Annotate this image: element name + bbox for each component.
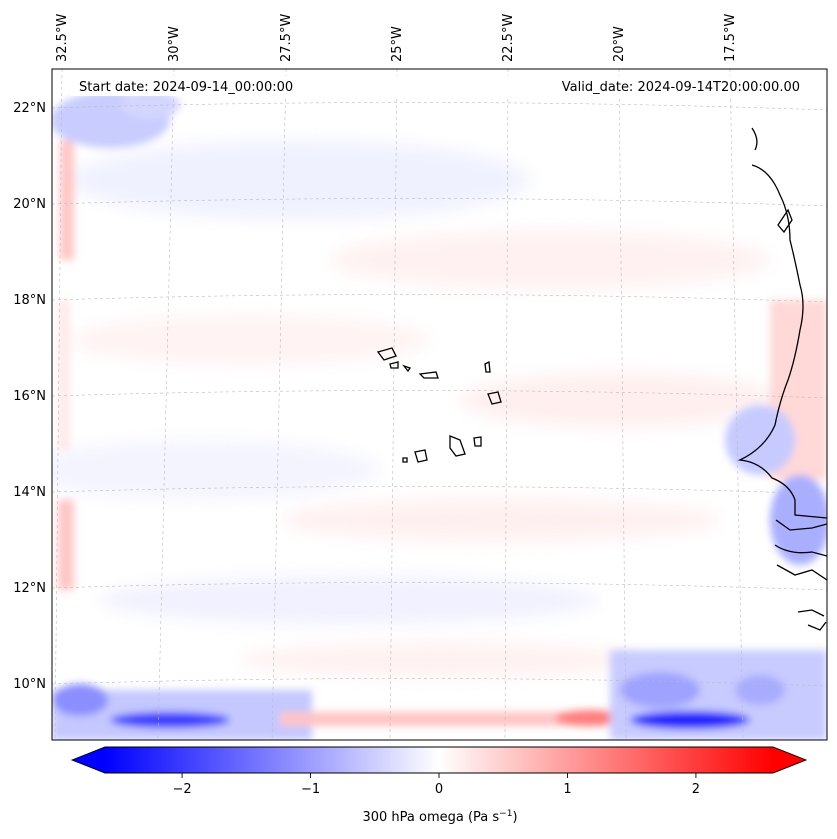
map-border [51, 68, 828, 741]
colorbar-tick-label: 1 [563, 782, 571, 797]
colorbar-label: 300 hPa omega (Pa s−1) [362, 809, 517, 825]
lon-label-25w: 25°W [390, 26, 405, 62]
lat-label-14n: 14°N [13, 485, 46, 500]
lon-label-27-5w: 27.5°W [279, 14, 294, 62]
start-date-label: Start date: 2024-09-14_00:00:00 [79, 80, 293, 95]
colorbar-tick-label: −1 [301, 782, 320, 797]
coastline-west-africa [737, 127, 827, 631]
valid-date-label: Valid_date: 2024-09-14T20:00:00.00 [562, 80, 800, 95]
lon-label-22-5w: 22.5°W [501, 14, 516, 62]
colorbar-tick-label: 0 [435, 782, 443, 797]
lon-label-20w: 20°W [612, 26, 627, 62]
colorbar-tick-label: 2 [692, 782, 700, 797]
latitude-labels: 22°N 20°N 18°N 16°N 14°N 12°N 10°N [13, 101, 46, 692]
colorbar: −2 −1 0 1 2 300 hPa omega (Pa s−1) [70, 746, 808, 825]
lon-label-17-5w: 17.5°W [723, 14, 738, 62]
lat-label-12n: 12°N [13, 581, 46, 596]
colorbar-outline [70, 746, 808, 774]
lon-label-30w: 30°W [167, 26, 182, 62]
colorbar-ticks: −2 −1 0 1 2 [172, 773, 700, 797]
colorbar-gradient [105, 747, 773, 773]
map-panel: Start date: 2024-09-14_00:00:00 Valid_da… [51, 68, 828, 741]
lat-label-10n: 10°N [13, 677, 46, 692]
lat-label-22n: 22°N [13, 101, 46, 116]
lat-label-20n: 20°N [13, 197, 46, 212]
colorbar-extend-right [773, 747, 806, 773]
omega-field [52, 91, 827, 740]
lat-label-18n: 18°N [13, 293, 46, 308]
cape-verde-islands [376, 347, 502, 463]
lat-label-16n: 16°N [13, 389, 46, 404]
lon-label-32-5w: 32.5°W [55, 14, 70, 62]
longitude-labels: 32.5°W 30°W 27.5°W 25°W 22.5°W 20°W 17.5… [55, 14, 738, 62]
colorbar-extend-left [72, 747, 105, 773]
date-banner-background [70, 76, 808, 96]
map-gridlines [51, 68, 828, 741]
colorbar-tick-label: −2 [172, 782, 191, 797]
